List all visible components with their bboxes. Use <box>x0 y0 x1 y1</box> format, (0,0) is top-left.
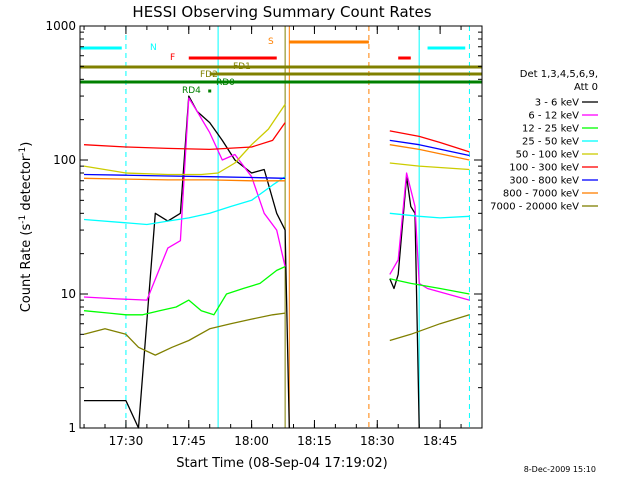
legend-label-5: 100 - 300 keV <box>509 163 579 174</box>
y-axis-label: Count Rate (s-1 detector-1) <box>18 142 34 313</box>
flag-label-fd2: FD2 <box>200 70 218 80</box>
x-axis-label: Start Time (08-Sep-04 17:19:02) <box>176 456 387 471</box>
legend-label-3: 25 - 50 keV <box>522 137 579 148</box>
y-tick-label-1: 10 <box>61 287 76 301</box>
legend: Det 1,3,4,5,6,9, Att 0 3 - 6 keV 6 - 12 keV… <box>490 69 598 213</box>
x-tick-label-5: 18:45 <box>423 434 458 448</box>
series-line-5 <box>83 122 470 153</box>
flag-label-rd4: RD4 <box>182 86 201 96</box>
series-line-7 <box>83 144 470 182</box>
y-tick-label-2: 100 <box>53 153 76 167</box>
series-line-2 <box>83 266 470 316</box>
x-tick-label-3: 18:15 <box>297 434 332 448</box>
flag-label-s: S <box>268 37 274 47</box>
legend-label-8: 7000 - 20000 keV <box>490 202 579 213</box>
series-line-6 <box>83 139 470 179</box>
series-line-1 <box>83 97 470 301</box>
legend-label-2: 12 - 25 keV <box>522 124 579 135</box>
legend-label-7: 800 - 7000 keV <box>503 189 579 200</box>
flag-label-n: N <box>150 43 157 53</box>
legend-header-0: Det 1,3,4,5,6,9, <box>520 69 598 80</box>
vertical-markers <box>125 26 470 428</box>
series-lines <box>83 95 470 429</box>
flag-mark-rd4-0 <box>208 89 212 93</box>
flag-label-fd1: FD1 <box>233 62 251 72</box>
flag-label-rd0: RD0 <box>216 78 235 88</box>
series-line-8 <box>83 312 470 356</box>
footer-date: 8-Dec-2009 15:10 <box>524 465 596 474</box>
legend-header-1: Att 0 <box>574 82 598 93</box>
axes: 17:30 17:45 18:00 18:15 18:30 18:45 1 10 100 1000 <box>45 19 483 448</box>
x-tick-label-4: 18:30 <box>360 434 395 448</box>
legend-label-6: 300 - 800 keV <box>509 176 579 187</box>
plot-frame <box>79 25 483 429</box>
chart-title: HESSI Observing Summary Count Rates <box>132 3 431 21</box>
legend-label-4: 50 - 100 keV <box>516 150 580 161</box>
y-tick-label-0: 1 <box>68 421 76 435</box>
legend-label-0: 3 - 6 keV <box>535 98 579 109</box>
x-tick-label-2: 18:00 <box>234 434 269 448</box>
y-tick-label-3: 1000 <box>45 19 76 33</box>
flag-label-f: F <box>170 53 175 63</box>
series-line-4 <box>83 104 470 176</box>
legend-label-1: 6 - 12 keV <box>528 111 579 122</box>
x-tick-label-0: 17:30 <box>109 434 144 448</box>
x-tick-label-1: 17:45 <box>171 434 206 448</box>
series-line-3 <box>83 176 470 226</box>
